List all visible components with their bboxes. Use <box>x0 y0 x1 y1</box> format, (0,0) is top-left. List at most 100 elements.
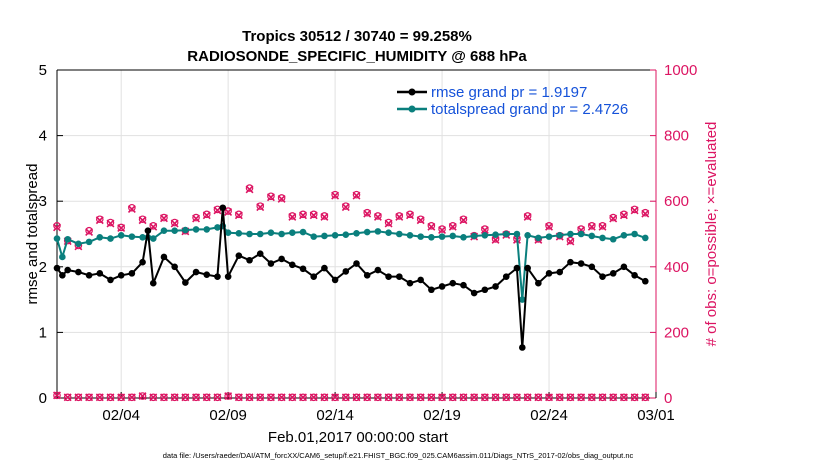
obs-possible-point <box>309 210 318 219</box>
obs-mark-stroke <box>352 393 361 402</box>
totalspread-point <box>289 229 296 236</box>
obs-evaluated-point <box>545 222 554 231</box>
totalspread-point <box>353 230 360 237</box>
obs-baseline-point <box>256 393 265 402</box>
legend-rmse-label: rmse grand pr = 1.9197 <box>431 84 587 101</box>
obs-mark-stroke <box>427 393 436 402</box>
rmse-point <box>642 277 649 285</box>
totalspread-point <box>267 229 275 236</box>
totalspread-point <box>642 234 649 242</box>
obs-mark-stroke <box>384 219 393 228</box>
obs-evaluated-point <box>127 205 136 214</box>
obs-mark-stroke <box>491 393 500 402</box>
obs-possible-point <box>641 208 650 217</box>
rmse-point <box>513 264 521 272</box>
obs-baseline-point <box>395 393 404 402</box>
obs-baseline-cross <box>534 393 543 402</box>
obs-baseline-point <box>299 393 307 402</box>
totalspread-point <box>577 230 585 238</box>
obs-mark-stroke <box>555 393 564 402</box>
rmse-point <box>588 263 596 271</box>
totalspread-point <box>160 227 168 235</box>
obs-mark-stroke <box>331 393 340 402</box>
totalspread-point <box>460 233 467 241</box>
rmse-point <box>107 276 114 284</box>
obs-possible-point <box>138 215 147 224</box>
totalspread-point <box>331 232 339 239</box>
obs-possible-point <box>620 210 628 219</box>
left-tick-label: 5 <box>39 62 47 79</box>
obs-possible-point <box>202 210 211 219</box>
rmse-point <box>518 344 526 351</box>
obs-evaluated-point <box>224 208 233 216</box>
rmse-point <box>535 279 542 287</box>
obs-baseline-point <box>566 393 575 402</box>
obs-baseline-cross <box>459 393 468 402</box>
obs-mark-stroke <box>266 393 275 402</box>
totalspread-point <box>107 235 114 242</box>
totalspread-point <box>599 234 606 242</box>
obs-evaluated-point <box>363 209 372 218</box>
rmse-point <box>53 264 61 272</box>
obs-evaluated-point <box>619 211 628 220</box>
rmse-point <box>556 268 564 276</box>
totalspread-point <box>149 235 157 242</box>
obs-possible-point <box>331 190 339 199</box>
obs-baseline-cross <box>641 393 650 402</box>
obs-possible-point <box>384 218 393 227</box>
x-axis-label: Feb.01,2017 00:00:00 start <box>268 429 449 446</box>
obs-mark-stroke <box>277 393 286 402</box>
obs-evaluated-point <box>288 212 297 221</box>
obs-possible-point <box>609 213 618 222</box>
totalspread-point <box>214 224 221 231</box>
right-tick-label: 800 <box>664 128 689 145</box>
obs-mark-stroke <box>406 393 414 402</box>
obs-mark-stroke <box>523 393 532 402</box>
y-axis-left-label: rmse and totalspread <box>24 164 41 305</box>
obs-mark-stroke <box>170 219 179 228</box>
obs-evaluated-point <box>85 228 94 236</box>
totalspread-point <box>631 230 638 238</box>
obs-possible-point <box>545 222 553 230</box>
obs-mark-stroke <box>309 393 318 402</box>
obs-mark-stroke <box>630 393 639 402</box>
totalspread-point <box>235 230 243 237</box>
obs-mark-stroke <box>609 393 618 402</box>
obs-baseline-cross <box>587 393 596 402</box>
obs-mark-stroke <box>598 222 607 231</box>
obs-mark-stroke <box>117 393 126 402</box>
obs-mark-stroke <box>256 203 265 212</box>
totalspread-point <box>588 232 596 240</box>
totalspread-point <box>406 232 414 239</box>
obs-mark-stroke <box>373 212 382 221</box>
rmse-point <box>182 279 189 286</box>
obs-evaluated-point <box>341 203 350 212</box>
obs-possible-point <box>245 184 254 192</box>
rmse-point <box>374 266 382 274</box>
rmse-point <box>524 264 531 272</box>
obs-mark-stroke <box>95 216 104 225</box>
rmse-point <box>545 270 553 277</box>
obs-baseline-point <box>545 393 553 402</box>
rmse-point <box>59 272 66 279</box>
chart-subtitle: RADIOSONDE_SPECIFIC_HUMIDITY @ 688 hPa <box>187 48 527 65</box>
rmse-point <box>171 263 178 271</box>
obs-possible-point <box>277 194 286 202</box>
obs-evaluated-point <box>395 212 404 221</box>
obs-baseline-point <box>63 393 72 402</box>
obs-baseline-point <box>384 393 393 402</box>
obs-possible-point <box>192 213 200 222</box>
obs-mark-stroke <box>459 216 468 225</box>
totalspread-point <box>374 228 382 235</box>
obs-possible-point <box>235 210 243 219</box>
obs-possible-point <box>149 222 158 230</box>
obs-possible-point <box>416 215 425 224</box>
rmse-point <box>395 273 403 280</box>
obs-baseline-cross <box>406 393 414 402</box>
obs-baseline-point <box>309 393 318 402</box>
right-tick-label: 200 <box>664 324 689 341</box>
obs-mark-stroke <box>448 222 457 231</box>
totalspread-point <box>535 234 542 242</box>
obs-baseline-cross <box>53 391 61 400</box>
obs-possible-point <box>427 222 436 230</box>
